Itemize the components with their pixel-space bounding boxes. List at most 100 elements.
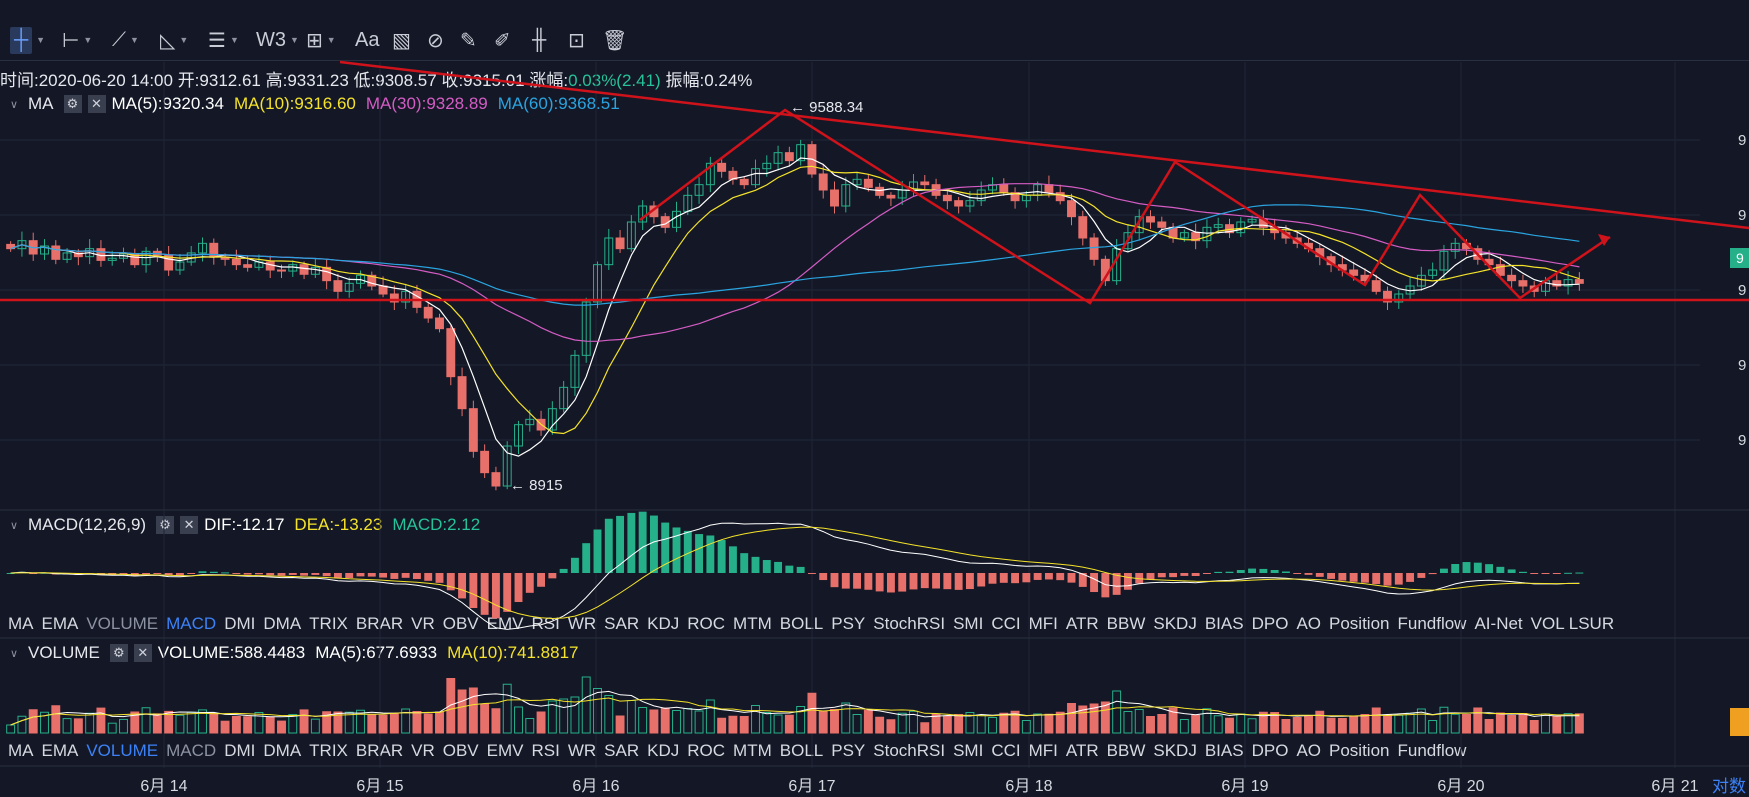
indicator-tab-sar[interactable]: SAR — [604, 614, 640, 633]
trash-tool[interactable]: 🗑 — [602, 22, 627, 58]
indicator-tab-obv[interactable]: OBV — [442, 741, 479, 760]
indicator-tab-psy[interactable]: PSY — [831, 741, 866, 760]
close-icon[interactable]: ✕ — [87, 95, 106, 113]
indicator-tab-smi[interactable]: SMI — [953, 741, 984, 760]
indicator-tab-vr[interactable]: VR — [411, 741, 435, 760]
trend-line-tool[interactable]: ⟋ ▼ — [112, 22, 139, 58]
indicator-tab-smi[interactable]: SMI — [953, 614, 984, 633]
dropdown-caret-icon[interactable]: ▼ — [229, 35, 239, 45]
macd-histogram-bar — [514, 573, 523, 603]
indicator-tab-emv[interactable]: EMV — [486, 741, 524, 760]
indicator-tab-dmi[interactable]: DMI — [224, 741, 256, 760]
settings-gear-icon[interactable]: ⚙ — [63, 95, 82, 113]
indicator-tab-macd[interactable]: MACD — [166, 614, 217, 633]
indicator-tab-dpo[interactable]: DPO — [1251, 741, 1289, 760]
indicator-tab-roc[interactable]: ROC — [687, 614, 726, 633]
indicator-tab-mtm[interactable]: MTM — [733, 614, 772, 633]
close-icon[interactable]: ✕ — [180, 516, 199, 534]
indicator-tab-kdj[interactable]: KDJ — [647, 614, 680, 633]
indicator-tab-bbw[interactable]: BBW — [1106, 741, 1146, 760]
volume-bar — [931, 713, 941, 734]
wave-tool[interactable]: W3 ▼ — [256, 22, 299, 58]
indicator-tab-atr[interactable]: ATR — [1065, 741, 1099, 760]
indicator-tab-psy[interactable]: PSY — [831, 614, 866, 633]
indicator-tab-rsi[interactable]: RSI — [531, 741, 560, 760]
candle-down — [739, 178, 749, 186]
indicator-tab-position[interactable]: Position — [1329, 741, 1390, 760]
dropdown-caret-icon[interactable]: ▼ — [326, 35, 336, 45]
indicator-tab-vr[interactable]: VR — [411, 614, 435, 633]
volume-bar — [863, 709, 873, 734]
indicator-tab-trix[interactable]: TRIX — [309, 741, 348, 760]
indicator-tab-cci[interactable]: CCI — [991, 741, 1021, 760]
candle-down — [1371, 280, 1381, 292]
indicator-tab-bbw[interactable]: BBW — [1106, 614, 1146, 633]
log-scale-toggle[interactable]: 对数 — [1712, 777, 1746, 796]
indicator-tab-fundflow[interactable]: Fundflow — [1397, 614, 1467, 633]
indicator-tab-ai-net[interactable]: AI-Net — [1474, 614, 1523, 633]
indicator-tab-stochrsi[interactable]: StochRSI — [873, 614, 946, 633]
collapse-chevron-icon[interactable]: ∨ — [9, 647, 19, 660]
crosshair-tool[interactable]: ┼ ▼ — [10, 22, 45, 58]
settings-gear-icon[interactable]: ⚙ — [109, 644, 128, 662]
indicator-tab-macd[interactable]: MACD — [166, 741, 217, 760]
indicator-tab-roc[interactable]: ROC — [687, 741, 726, 760]
volume-bar — [1157, 714, 1167, 734]
angle-tool[interactable]: ◺ ▼ — [160, 22, 188, 58]
indicator-tab-ema[interactable]: EMA — [41, 614, 79, 633]
text-tool[interactable]: Aa — [355, 22, 379, 58]
indicator-tab-dpo[interactable]: DPO — [1251, 614, 1289, 633]
indicator-tab-skdj[interactable]: SKDJ — [1153, 741, 1197, 760]
dropdown-caret-icon[interactable]: ▼ — [290, 35, 299, 45]
indicator-tab-fundflow[interactable]: Fundflow — [1397, 741, 1467, 760]
macd-histogram-bar — [446, 573, 455, 591]
indicator-tab-wr[interactable]: WR — [567, 614, 597, 633]
brush-tool[interactable]: ⊘ — [427, 22, 444, 58]
indicator-tab-bias[interactable]: BIAS — [1204, 614, 1244, 633]
indicator-tab-ao[interactable]: AO — [1296, 614, 1321, 633]
indicator-tab-kdj[interactable]: KDJ — [647, 741, 680, 760]
indicator-tab-position[interactable]: Position — [1329, 614, 1390, 633]
indicator-tab-dma[interactable]: DMA — [263, 741, 302, 760]
indicator-tab-stochrsi[interactable]: StochRSI — [873, 741, 946, 760]
ohlc-info-bar: 时间:2020-06-20 14:00 开:9312.61 高:9331.23 … — [0, 66, 752, 91]
indicator-tab-mfi[interactable]: MFI — [1028, 741, 1058, 760]
indicator-tab-ao[interactable]: AO — [1296, 741, 1321, 760]
indicator-tab-atr[interactable]: ATR — [1065, 614, 1099, 633]
candles-tool[interactable]: ╫ — [532, 22, 546, 58]
lock-tool[interactable]: ⊡ — [568, 22, 585, 58]
pen-tool[interactable]: ✐ — [494, 22, 511, 58]
indicator-tab-wr[interactable]: WR — [567, 741, 597, 760]
indicator-tab-ma[interactable]: MA — [8, 741, 34, 760]
dropdown-caret-icon[interactable]: ▼ — [83, 35, 93, 45]
indicator-tab-ema[interactable]: EMA — [41, 741, 79, 760]
indicator-tab-mfi[interactable]: MFI — [1028, 614, 1058, 633]
price-chart[interactable]: ← 9588.34 ← 8915 9 9 9 9 9 9 — [0, 0, 1749, 768]
indicator-tab-obv[interactable]: OBV — [442, 614, 479, 633]
parallel-lines-tool[interactable]: ☰ ▼ — [208, 22, 239, 58]
indicator-tab-dma[interactable]: DMA — [263, 614, 302, 633]
indicator-tab-trix[interactable]: TRIX — [309, 614, 348, 633]
dropdown-caret-icon[interactable]: ▼ — [36, 35, 46, 45]
indicator-tab-bias[interactable]: BIAS — [1204, 741, 1244, 760]
indicator-tab-dmi[interactable]: DMI — [224, 614, 256, 633]
ruler-tool[interactable]: ✎ — [460, 22, 477, 58]
indicator-tab-ma[interactable]: MA — [8, 614, 34, 633]
indicator-tab-skdj[interactable]: SKDJ — [1153, 614, 1197, 633]
dropdown-caret-icon[interactable]: ▼ — [179, 35, 189, 45]
dropdown-caret-icon[interactable]: ▼ — [130, 35, 139, 45]
indicator-tab-cci[interactable]: CCI — [991, 614, 1021, 633]
collapse-chevron-icon[interactable]: ∨ — [9, 519, 19, 532]
ma10-line — [10, 165, 1580, 435]
horizontal-line-tool[interactable]: ⊢ ▼ — [62, 22, 92, 58]
fib-tool[interactable]: ▧ — [392, 22, 411, 58]
rectangle-tool[interactable]: ⊞ ▼ — [306, 22, 336, 58]
indicator-tab-mtm[interactable]: MTM — [733, 741, 772, 760]
indicator-tab-sar[interactable]: SAR — [604, 741, 640, 760]
indicator-tab-volume[interactable]: VOLUME — [86, 741, 159, 760]
indicator-tab-volume[interactable]: VOLUME — [86, 614, 159, 633]
close-icon[interactable]: ✕ — [133, 644, 152, 662]
collapse-chevron-icon[interactable]: ∨ — [9, 98, 19, 111]
indicator-tab-vol-lsur[interactable]: VOL LSUR — [1530, 614, 1615, 633]
settings-gear-icon[interactable]: ⚙ — [156, 516, 175, 534]
